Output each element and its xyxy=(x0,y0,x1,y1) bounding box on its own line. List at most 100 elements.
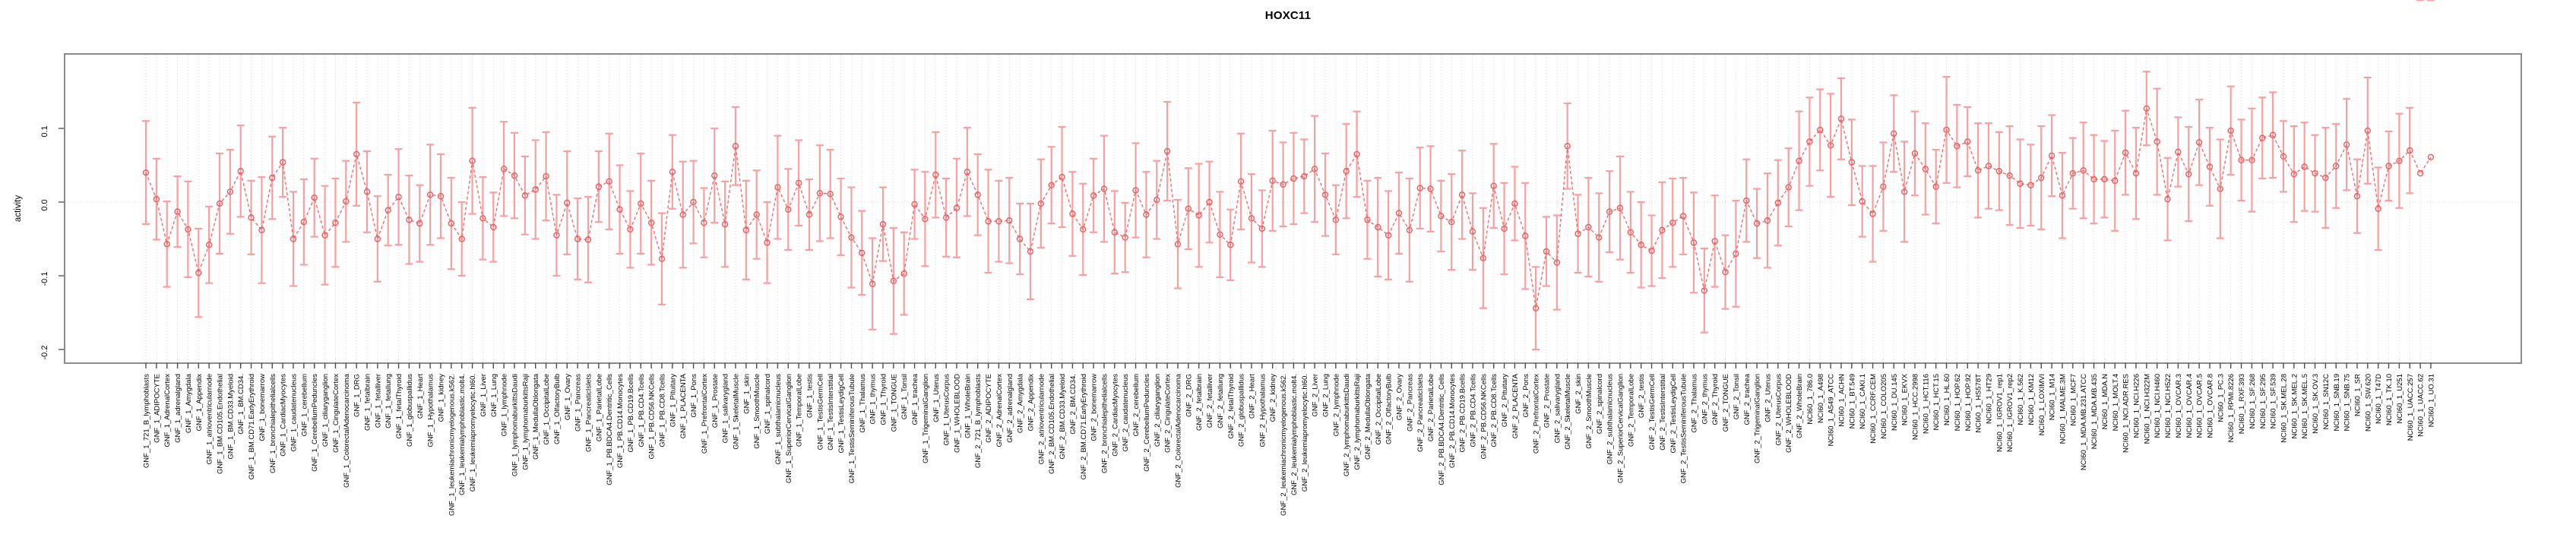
data-point xyxy=(1532,305,1540,311)
data-point xyxy=(2301,163,2308,170)
x-tick-label: NCI60_1_ACHN xyxy=(1837,374,1846,427)
x-tick-label: NCI60_1_SK.MEL.28 xyxy=(2280,374,2288,443)
x-tick-label: NCI60_1_LOXIMVI xyxy=(2038,374,2046,435)
data-point xyxy=(1616,204,1624,211)
x-tick-label: NCI60_1_NCI.H322M xyxy=(2143,374,2151,444)
x-tick-label: GNF_2_Pituitary xyxy=(1501,374,1509,427)
data-point xyxy=(374,236,381,242)
x-tick-label: GNF_2_lymphnode xyxy=(1332,374,1340,436)
data-point xyxy=(964,169,971,175)
x-tick-label: GNF_1_CerebellumPeduncles xyxy=(311,374,319,472)
x-tick-label: GNF_2_PancreaticIslets xyxy=(1416,374,1425,452)
data-point xyxy=(1375,223,1381,231)
x-tick-label: GNF_2_Liver xyxy=(1312,374,1320,417)
x-tick-label: NCI60_1_HL.60 xyxy=(1943,374,1951,425)
x-tick-label: NCI60_1_NCI.ADR.RES xyxy=(2122,374,2131,453)
data-point xyxy=(1964,138,1971,145)
x-tick-label: NCI60_1_HCT.15 xyxy=(1932,374,1941,430)
x-tick-label: GNF_1_ciliaryganglion xyxy=(321,374,330,447)
x-tick-label: GNF_1_leukemialymphoblastic.molt4. xyxy=(458,374,467,495)
x-tick-label: GNF_1_PB.CD56.NKCells xyxy=(648,374,657,460)
data-point xyxy=(216,200,223,207)
x-tick-label: GNF_1_CardiacMyocytes xyxy=(280,374,288,457)
x-tick-label: NCI60_1_PC.3 xyxy=(2217,374,2225,422)
data-point xyxy=(163,241,170,248)
x-tick-label: GNF_1_bonemarrow xyxy=(258,374,267,441)
data-point xyxy=(448,220,455,227)
data-point xyxy=(437,193,445,200)
chart-title: HOXC11 xyxy=(1264,9,1312,22)
data-point xyxy=(142,169,150,176)
x-tick-label: NCI60_1_A549_ATCC xyxy=(1828,374,1836,447)
x-tick-label: NCI60_1_U251 xyxy=(2396,374,2404,424)
data-point xyxy=(1669,219,1676,226)
x-tick-label: NCI60_1_786.0 xyxy=(1806,374,1815,425)
x-tick-label: GNF_1_adrenalgland xyxy=(174,374,182,443)
x-tick-label: GNF_1_leukemiachronicmyelogenous.k562. xyxy=(448,374,456,516)
data-point xyxy=(732,143,739,150)
data-point xyxy=(1679,213,1687,220)
data-point xyxy=(1711,238,1718,245)
data-point xyxy=(879,220,887,228)
x-tick-label: GNF_2_DRG xyxy=(1185,374,1193,417)
x-tick-label: GNF_1_OlfactoryBulb xyxy=(553,374,562,444)
x-tick-label: GNF_1_Pons xyxy=(690,374,698,418)
x-tick-label: GNF_1_Appendix xyxy=(195,374,204,432)
x-tick-label: GNF_2_PB.BDCA4.Dentritic_Cells xyxy=(1438,374,1446,485)
x-tick-label: NCI60_1_T47D xyxy=(2375,374,2383,424)
x-tick-label: GNF_1_Amygdala xyxy=(185,373,193,433)
x-tick-label: GNF_1_lymphomaburkittsRaji xyxy=(521,374,530,470)
data-point xyxy=(385,207,391,213)
data-point xyxy=(1764,217,1771,224)
data-point xyxy=(1743,197,1750,204)
data-point xyxy=(1027,248,1034,255)
x-tick-label: GNF_1_UterusCorpus xyxy=(943,374,951,446)
x-tick-label: GNF_2_BM.CD34. xyxy=(1069,374,1078,435)
x-tick-label: GNF_1_TemporalLobe xyxy=(796,374,804,447)
data-point xyxy=(1132,187,1139,194)
data-point xyxy=(300,218,308,226)
x-tick-label: GNF_2_salivarygland xyxy=(1553,374,1562,443)
data-point xyxy=(1206,198,1213,206)
x-tick-label: NCI60_1_SN12C xyxy=(2322,374,2331,430)
x-tick-label: GNF_2_TrigeminalGanglion xyxy=(1754,374,1762,463)
x-tick-label: GNF_1_WholeBrain xyxy=(964,374,972,438)
data-point xyxy=(1859,198,1866,205)
x-tick-label: NCI60_1_K.562 xyxy=(2017,374,2025,425)
data-point xyxy=(2343,141,2350,148)
x-tick-label: GNF_2_UterusCorpus xyxy=(1774,374,1783,446)
data-point xyxy=(290,236,297,242)
data-point xyxy=(1585,223,1592,231)
data-point xyxy=(953,204,960,211)
x-tick-label: NCI60_1_OVCAR.5 xyxy=(2196,374,2204,438)
data-point xyxy=(985,218,992,225)
x-tick-label: NCI60_1_MDA.MB.231.ATCC xyxy=(2080,374,2088,470)
data-point xyxy=(353,150,360,158)
x-tick-label: GNF_2_Hypothalamus xyxy=(1258,374,1267,447)
x-tick-label: GNF_1_Pancreas xyxy=(574,374,583,432)
data-point xyxy=(690,198,697,206)
data-point xyxy=(1638,242,1644,248)
x-tick-label: GNF_2_Uterus xyxy=(1764,374,1772,422)
data-point xyxy=(1154,196,1160,204)
data-point xyxy=(1922,166,1929,172)
x-tick-label: GNF_1_OccipitalLobe xyxy=(543,374,551,444)
x-tick-label: NCI60_1_A498 xyxy=(1817,374,1825,423)
x-tick-label: GNF_2_TestisSeminiferousTubule xyxy=(1680,374,1688,483)
x-tick-label: GNF_2_SuperiorCervicalGanglion xyxy=(1616,374,1625,483)
x-tick-label: GNF_1_MedullaOblongata xyxy=(532,373,540,460)
data-point xyxy=(974,191,981,198)
data-point xyxy=(2017,180,2024,187)
data-point xyxy=(805,211,813,218)
x-tick-label: GNF_2_leukemiachronicmyelogenous.k562. xyxy=(1280,374,1288,516)
data-point xyxy=(701,219,707,226)
data-point xyxy=(2122,149,2129,157)
data-point xyxy=(1332,217,1340,223)
x-tick-label: NCI60_1_NCI.H522 xyxy=(2164,374,2173,438)
data-point xyxy=(1659,226,1666,234)
data-point xyxy=(574,236,581,242)
data-point xyxy=(2280,153,2287,160)
x-tick-label: GNF_1_PLACENTA xyxy=(679,373,688,438)
data-point xyxy=(1301,172,1308,180)
x-tick-label: GNF_2_fetallung xyxy=(1217,374,1225,428)
